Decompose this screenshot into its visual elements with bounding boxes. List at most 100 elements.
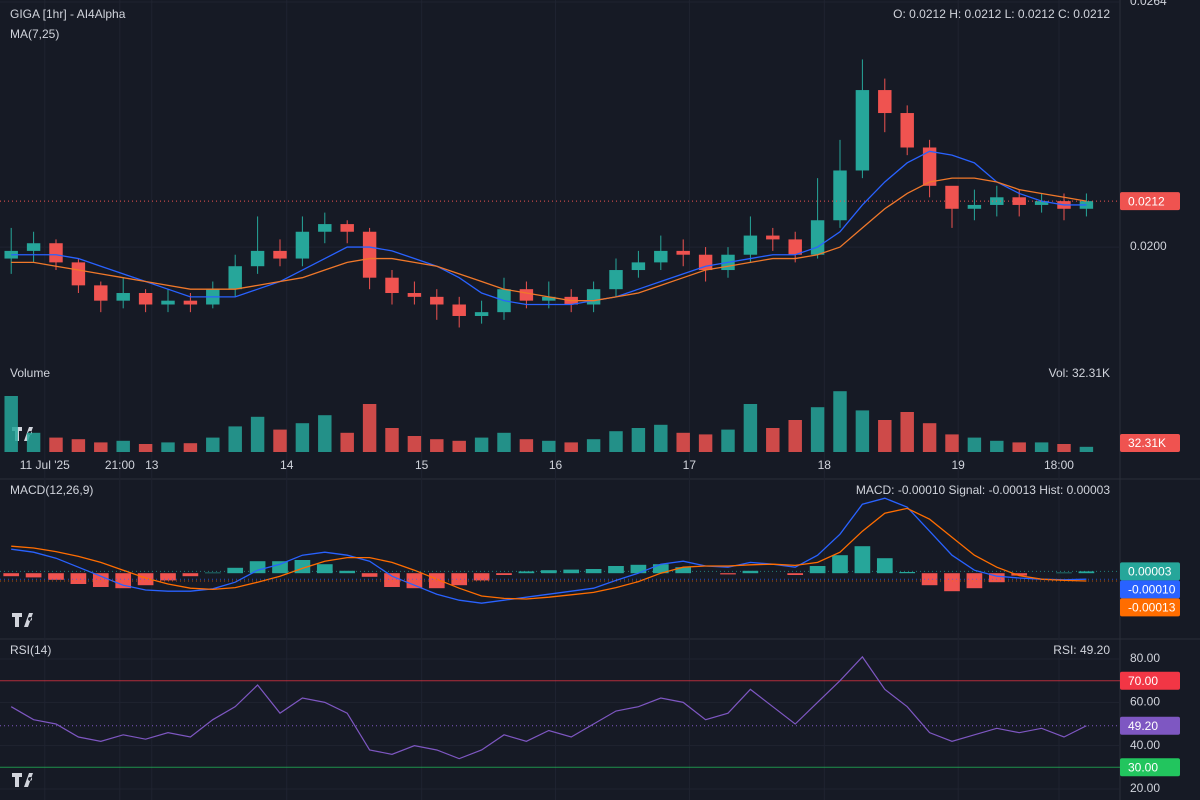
moving-average [11,150,1087,306]
tag-label: -0.00013 [1128,601,1176,615]
tag-box [1120,580,1180,599]
pane-subtitle: MA(7,25) [10,27,59,41]
y-tick-label: 20.00 [1130,781,1160,795]
candle-body [1034,201,1049,205]
volume-bar [474,437,489,452]
volume-bar [990,440,1004,452]
x-tick-label: 14 [280,458,294,472]
volume-bar [609,431,623,452]
pane-title: RSI(14) [10,643,51,657]
histogram-bar [496,573,512,575]
candle-body [945,185,959,209]
histogram-bar [25,573,42,578]
volume-bar [810,407,825,452]
histogram-bar [384,573,400,587]
candle-body [26,243,41,251]
x-tick-label: 16 [549,458,563,472]
y-tick-label: 60.00 [1130,695,1160,709]
candle-body [676,250,690,255]
candle-body [385,277,399,294]
candle-body [161,300,175,305]
tag-box [1120,758,1180,777]
volume-bar [206,437,220,452]
volume-bar [362,404,377,452]
histogram-bar [70,573,87,584]
volume-bar [228,426,242,452]
tag-label: 0.0212 [1128,194,1165,208]
tag-box [1120,434,1180,452]
histogram-bar [585,569,602,574]
y-tick-label: 0.0264 [1130,0,1167,8]
histogram-bar [630,564,647,574]
volume-bar [1012,442,1026,452]
volume-bar [1057,444,1071,452]
x-tick-label: 18:00 [1044,458,1074,472]
volume-bar [900,412,914,452]
volume-bar [743,404,758,452]
y-tick-label: 40.00 [1130,738,1160,752]
histogram-bar [921,573,938,586]
grid [0,0,1120,800]
x-tick-label: 13 [145,458,159,472]
x-tick-label: 18 [818,458,832,472]
volume-bar [519,439,534,452]
volume-bar [945,434,959,452]
candle-body [94,285,108,301]
macd-line [11,507,1087,600]
histogram-bar [720,573,736,575]
y-tick-label: 0.0200 [1130,239,1167,253]
tag-box [1120,192,1180,211]
candle-body [228,266,242,290]
pane-title: GIGA [1hr] - AI4Alpha [10,7,126,21]
histogram-bar [1078,571,1095,574]
tag-label: 32.31K [1128,436,1166,450]
macd-tag: 0.00003 [1120,562,1180,581]
rsi-line [10,655,1087,760]
volume-bar [452,440,466,452]
volume-bar [318,415,332,452]
volume-bar [273,429,287,452]
histogram-bar [899,572,916,574]
volume-bar [698,434,713,452]
histogram-bar [339,570,356,574]
candle-body [49,243,63,263]
histogram-bar [1056,572,1072,574]
y-tick-label: 80.00 [1130,651,1160,665]
volume-bar [721,429,735,452]
histogram-bar [249,561,266,574]
volume-bar [654,424,668,452]
histogram-bar [473,573,490,581]
volume-bar [4,396,18,452]
candle-body [967,204,982,209]
pane-title: Volume [10,366,50,380]
pane-readout: RSI: 49.20 [1053,643,1110,657]
tag-box [1120,716,1180,735]
tag-label: 0.00003 [1128,565,1172,579]
volume-bar [250,416,265,452]
pane-title: MACD(12,26,9) [10,483,93,497]
candle-body [452,304,466,316]
x-tick-label: 21:00 [105,458,135,472]
pane-readout: MACD: -0.00010 Signal: -0.00013 Hist: 0.… [856,483,1110,497]
volume-bar [586,439,601,452]
histogram-bar [832,555,848,574]
volume-tag: 32.31K [1120,434,1180,452]
volume-bar [49,437,63,452]
candle-body [766,235,780,240]
candle-body [430,296,444,305]
volume-bar [967,437,982,452]
candle-body [900,113,914,148]
histogram-bar [406,573,423,589]
volume-bar [676,432,690,452]
candle-body [855,90,870,171]
pane-readout: O: 0.0212 H: 0.0212 L: 0.0212 C: 0.0212 [893,7,1110,21]
histogram-bar [854,546,871,574]
volume-bar [295,423,310,452]
histogram-bar [608,566,624,574]
candle-body [407,293,422,297]
histogram-bar [809,566,826,574]
volume-bar [855,410,870,452]
histogram-bar [1011,573,1028,576]
